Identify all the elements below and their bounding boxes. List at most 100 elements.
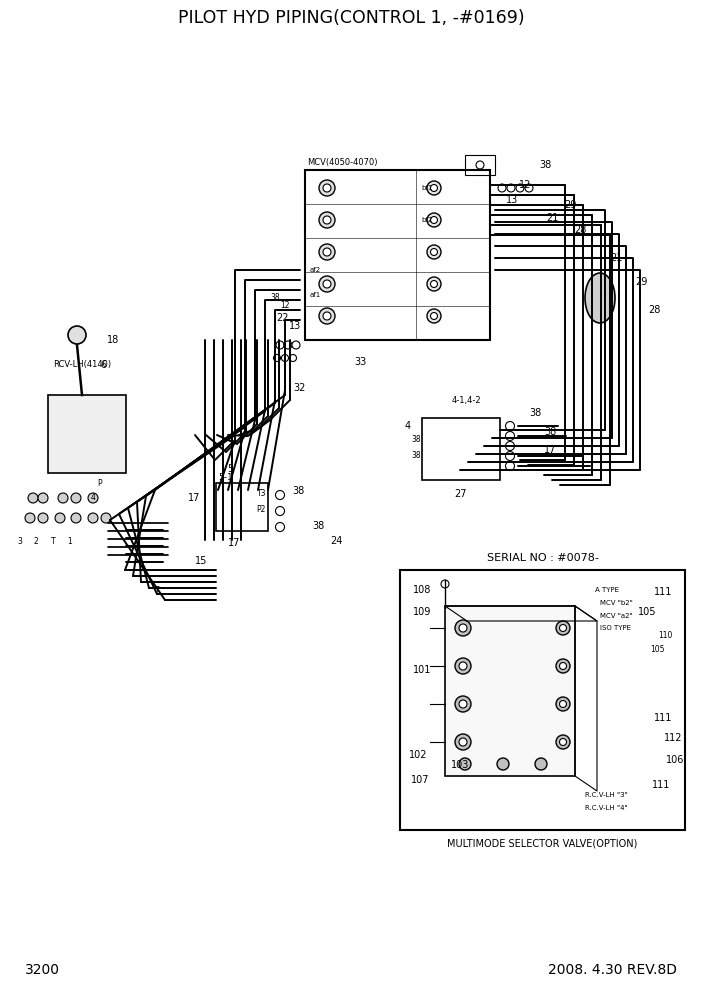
Text: 3200: 3200 [25,963,60,977]
Text: 22: 22 [277,313,289,323]
Circle shape [430,281,437,288]
Text: 32: 32 [294,383,306,393]
Circle shape [455,734,471,750]
Circle shape [319,212,335,228]
Text: 101: 101 [413,665,431,675]
Text: 2: 2 [34,537,39,546]
Circle shape [430,216,437,223]
Bar [400,570,685,830]
Text: 109: 109 [413,607,431,617]
Text: 107: 107 [411,775,429,785]
Text: 111: 111 [654,713,673,723]
Circle shape [282,354,289,361]
Text: af2: af2 [310,267,321,273]
Circle shape [275,507,284,516]
Text: 4-1,4-2: 4-1,4-2 [451,396,481,405]
Bar [216,483,268,531]
Text: 105: 105 [637,607,656,617]
Circle shape [319,276,335,292]
Circle shape [275,523,284,532]
Circle shape [556,659,570,673]
Bar [305,170,490,340]
Bar [422,418,500,480]
Text: 38: 38 [544,427,556,437]
Circle shape [323,280,331,288]
Text: 13: 13 [506,195,518,205]
Circle shape [430,185,437,191]
Circle shape [319,180,335,196]
Circle shape [427,181,441,195]
Bar [48,395,126,473]
Circle shape [505,441,515,450]
Text: MCV "a2": MCV "a2" [600,613,633,619]
Circle shape [323,248,331,256]
Circle shape [88,513,98,523]
Text: bf2: bf2 [421,217,432,223]
Circle shape [505,422,515,431]
Text: A TYPE: A TYPE [595,587,619,593]
Text: 2008. 4.30 REV.8D: 2008. 4.30 REV.8D [548,963,677,977]
Circle shape [441,580,449,588]
Circle shape [427,245,441,259]
Text: 106: 106 [665,755,684,765]
Text: 27: 27 [455,489,468,499]
Text: 108: 108 [413,585,431,595]
Text: 17: 17 [228,538,240,548]
Circle shape [427,309,441,323]
Bar [445,606,575,776]
Text: bf1: bf1 [421,185,432,191]
Text: 110: 110 [658,631,673,640]
Circle shape [101,513,111,523]
Text: P2: P2 [257,505,266,514]
Circle shape [459,700,467,708]
Circle shape [275,490,284,500]
Text: RCV-LH(4140): RCV-LH(4140) [53,360,111,369]
Text: ISO TYPE: ISO TYPE [600,625,631,631]
Circle shape [319,308,335,324]
Text: 4: 4 [405,421,411,431]
Circle shape [505,432,515,440]
Text: 102: 102 [409,750,428,760]
Circle shape [459,758,471,770]
Text: 29: 29 [635,277,647,287]
Circle shape [71,513,81,523]
Circle shape [516,184,524,192]
Text: 21: 21 [546,213,558,223]
Circle shape [289,354,296,361]
Text: 112: 112 [664,733,682,743]
Circle shape [535,758,547,770]
Circle shape [556,697,570,711]
Text: 38: 38 [292,486,304,496]
Text: 12: 12 [280,301,290,310]
Text: T3: T3 [256,488,266,498]
Text: 103: 103 [451,760,469,770]
Text: 15: 15 [195,556,207,566]
Circle shape [507,184,515,192]
Text: 28: 28 [648,305,661,315]
Text: R.C.V-LH "4": R.C.V-LH "4" [585,805,628,811]
Circle shape [455,696,471,712]
Circle shape [459,738,467,746]
Text: SERIAL NO : #0078-: SERIAL NO : #0078- [486,553,598,563]
Text: PILOT HYD PIPING(CONTROL 1, -#0169): PILOT HYD PIPING(CONTROL 1, -#0169) [178,9,524,27]
Text: 38: 38 [411,435,420,444]
Bar [465,155,495,175]
Text: 7: 7 [153,586,159,596]
Circle shape [319,244,335,260]
Circle shape [88,493,98,503]
Text: 28: 28 [574,225,586,235]
Circle shape [476,161,484,169]
Circle shape [455,620,471,636]
Circle shape [497,758,509,770]
Text: 111: 111 [652,780,670,790]
Circle shape [430,249,437,256]
Circle shape [323,184,331,192]
Text: 38: 38 [312,521,324,531]
Text: 38: 38 [270,294,280,303]
Circle shape [28,493,38,503]
Circle shape [323,312,331,320]
Circle shape [55,513,65,523]
Circle shape [559,625,567,632]
Circle shape [459,624,467,632]
Circle shape [525,184,533,192]
